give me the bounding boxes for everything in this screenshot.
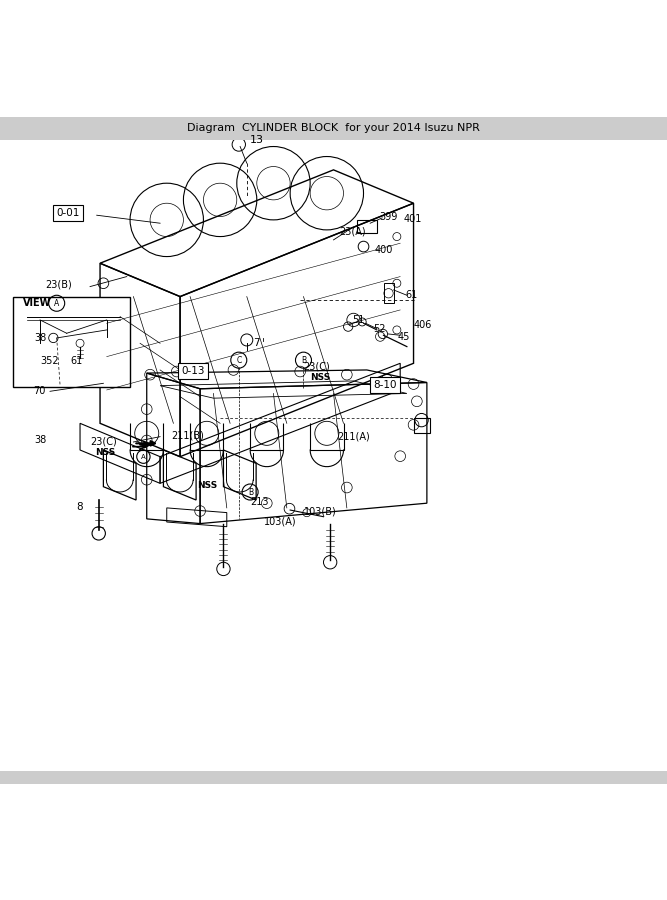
Text: 38: 38: [35, 435, 47, 445]
Text: Diagram  CYLINDER BLOCK  for your 2014 Isuzu NPR: Diagram CYLINDER BLOCK for your 2014 Isu…: [187, 123, 480, 133]
Bar: [13, 297, 130, 387]
Text: 23(B): 23(B): [45, 280, 72, 290]
Text: 400: 400: [375, 245, 394, 255]
Text: 213: 213: [250, 497, 269, 507]
Text: 0-01: 0-01: [56, 208, 80, 218]
Text: A: A: [141, 454, 146, 460]
Bar: [0, 771, 667, 784]
Text: VIEW: VIEW: [23, 298, 52, 309]
Bar: [0, 116, 667, 140]
Text: 211(A): 211(A): [337, 432, 370, 442]
Bar: [384, 284, 394, 303]
Text: NSS: NSS: [95, 447, 115, 456]
Text: 23(C): 23(C): [90, 437, 117, 447]
Text: NSS: NSS: [310, 374, 330, 382]
Text: 23(A): 23(A): [339, 226, 366, 236]
Text: 103(B): 103(B): [303, 507, 336, 517]
Text: 352: 352: [40, 356, 59, 366]
Text: 399: 399: [379, 212, 398, 221]
Text: A: A: [54, 299, 59, 308]
Text: B: B: [301, 356, 306, 364]
Text: 61: 61: [70, 356, 82, 366]
Text: 61: 61: [406, 290, 418, 300]
Text: NSS: NSS: [197, 481, 217, 490]
Text: B: B: [248, 488, 253, 497]
Text: 38: 38: [35, 333, 47, 343]
Text: 8-10: 8-10: [373, 380, 397, 390]
Text: 70: 70: [33, 386, 46, 396]
Text: 51: 51: [352, 315, 365, 325]
Text: 13: 13: [250, 135, 264, 145]
Text: 103(A): 103(A): [263, 517, 296, 526]
Text: 7: 7: [253, 338, 260, 348]
Text: 0-13: 0-13: [181, 366, 205, 376]
Text: C: C: [236, 356, 241, 364]
Text: 8: 8: [77, 501, 83, 512]
Text: 52: 52: [374, 324, 386, 334]
Text: 406: 406: [414, 320, 432, 330]
Bar: [414, 418, 430, 433]
Text: 401: 401: [404, 213, 422, 223]
Text: 23(C): 23(C): [303, 362, 330, 372]
Text: 45: 45: [398, 331, 410, 342]
Text: 211(B): 211(B): [171, 430, 204, 440]
